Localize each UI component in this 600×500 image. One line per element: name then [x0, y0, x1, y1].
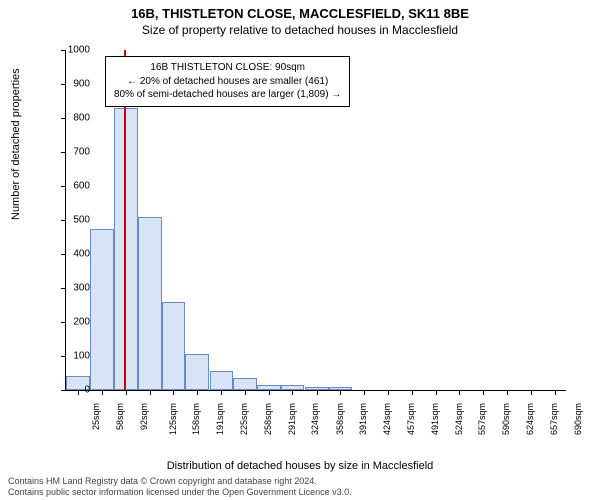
- xtick: [221, 390, 222, 395]
- ytick-label: 900: [60, 79, 90, 90]
- xtick: [317, 390, 318, 395]
- xtick: [507, 390, 508, 395]
- chart-area: 16B THISTLETON CLOSE: 90sqm ← 20% of det…: [65, 50, 565, 390]
- histogram-bar: [114, 108, 138, 390]
- xtick: [340, 390, 341, 395]
- xtick-label: 424sqm: [382, 403, 392, 435]
- xtick: [436, 390, 437, 395]
- xtick-label: 92sqm: [139, 403, 149, 430]
- xtick-label: 191sqm: [215, 403, 225, 435]
- xtick-label: 291sqm: [287, 403, 297, 435]
- xtick-label: 225sqm: [239, 403, 249, 435]
- histogram-bar: [233, 378, 257, 390]
- ytick-label: 0: [60, 385, 90, 396]
- xtick: [364, 390, 365, 395]
- xtick-label: 657sqm: [549, 403, 559, 435]
- histogram-bar: [185, 354, 209, 390]
- histogram-bar: [210, 371, 234, 390]
- xtick-label: 524sqm: [454, 403, 464, 435]
- xtick: [245, 390, 246, 395]
- xtick: [197, 390, 198, 395]
- ytick-label: 100: [60, 351, 90, 362]
- annotation-line-3: 80% of semi-detached houses are larger (…: [114, 88, 341, 102]
- ytick-label: 700: [60, 147, 90, 158]
- xtick-label: 624sqm: [525, 403, 535, 435]
- y-axis-label: Number of detached properties: [10, 68, 22, 220]
- xtick-label: 125sqm: [168, 403, 178, 435]
- xtick-label: 690sqm: [573, 403, 583, 435]
- title-sub: Size of property relative to detached ho…: [0, 21, 600, 37]
- ytick-label: 400: [60, 249, 90, 260]
- xtick-label: 358sqm: [335, 403, 345, 435]
- ytick-label: 600: [60, 181, 90, 192]
- ytick-label: 500: [60, 215, 90, 226]
- xtick: [459, 390, 460, 395]
- xtick-label: 557sqm: [477, 403, 487, 435]
- xtick: [388, 390, 389, 395]
- xtick-label: 25sqm: [91, 403, 101, 430]
- ytick-label: 200: [60, 317, 90, 328]
- xtick: [483, 390, 484, 395]
- xtick: [126, 390, 127, 395]
- xtick: [412, 390, 413, 395]
- annotation-line-1: 16B THISTLETON CLOSE: 90sqm: [114, 61, 341, 75]
- footer-line-1: Contains HM Land Registry data © Crown c…: [8, 476, 352, 487]
- xtick-label: 324sqm: [310, 403, 320, 435]
- footer-line-2: Contains public sector information licen…: [8, 487, 352, 498]
- xtick: [531, 390, 532, 395]
- xtick: [269, 390, 270, 395]
- xtick: [555, 390, 556, 395]
- xtick: [292, 390, 293, 395]
- title-main: 16B, THISTLETON CLOSE, MACCLESFIELD, SK1…: [0, 0, 600, 21]
- histogram-bar: [90, 229, 114, 391]
- xtick-label: 158sqm: [191, 403, 201, 435]
- histogram-bar: [138, 217, 162, 390]
- xtick-label: 491sqm: [430, 403, 440, 435]
- xtick-label: 58sqm: [115, 403, 125, 430]
- histogram-bar: [162, 302, 186, 390]
- ytick-label: 800: [60, 113, 90, 124]
- xtick-label: 391sqm: [358, 403, 368, 435]
- annotation-line-2: ← 20% of detached houses are smaller (46…: [114, 75, 341, 89]
- xtick: [173, 390, 174, 395]
- ytick-label: 1000: [60, 45, 90, 56]
- ytick-label: 300: [60, 283, 90, 294]
- xtick-label: 457sqm: [406, 403, 416, 435]
- xtick: [150, 390, 151, 395]
- xtick-label: 258sqm: [263, 403, 273, 435]
- footer: Contains HM Land Registry data © Crown c…: [8, 476, 352, 498]
- xtick: [102, 390, 103, 395]
- x-axis-label: Distribution of detached houses by size …: [0, 460, 600, 472]
- annotation-box: 16B THISTLETON CLOSE: 90sqm ← 20% of det…: [105, 56, 350, 107]
- xtick-label: 590sqm: [501, 403, 511, 435]
